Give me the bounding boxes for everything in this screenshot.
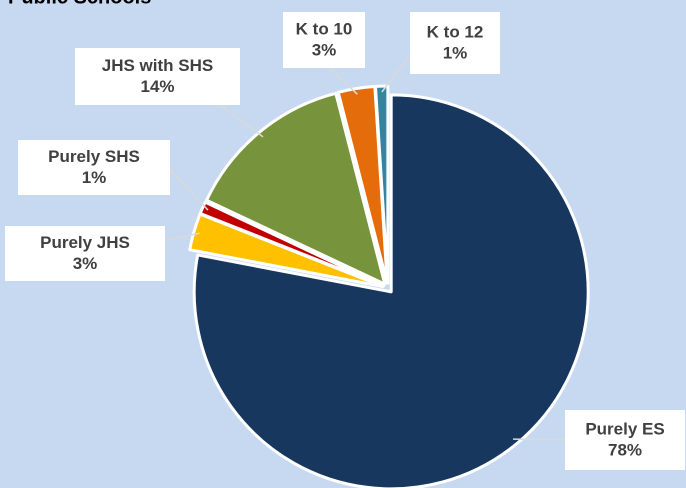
pie-slice [373, 84, 390, 285]
label-box [75, 48, 240, 105]
slice-value: 1% [82, 168, 107, 187]
pie-slice [205, 91, 387, 286]
leader-line [381, 54, 411, 93]
label-box [5, 226, 165, 281]
slice-label: Purely JHS [40, 233, 130, 252]
slice-value: 1% [443, 43, 468, 62]
leader-line [219, 104, 264, 138]
leader-line [164, 232, 200, 241]
pie-slice [198, 200, 385, 288]
slice-value: 78% [608, 440, 642, 459]
slice-value: 3% [312, 40, 337, 59]
chart-title: Public Schools [8, 0, 151, 8]
slice-value: 3% [73, 254, 98, 273]
label-box [283, 12, 365, 68]
slice-label: K to 12 [427, 22, 484, 41]
slice-label: K to 10 [296, 19, 353, 38]
slice-label: JHS with SHS [102, 56, 213, 75]
slice-value: 14% [140, 77, 174, 96]
slice-label: Purely SHS [48, 147, 140, 166]
label-box [410, 12, 500, 74]
leader-line [512, 438, 576, 441]
label-box [565, 410, 685, 470]
slice-label: Purely ES [585, 419, 664, 438]
leader-line [329, 67, 358, 95]
label-box [18, 140, 170, 195]
leader-line [169, 169, 209, 211]
pie-slice [192, 93, 590, 488]
